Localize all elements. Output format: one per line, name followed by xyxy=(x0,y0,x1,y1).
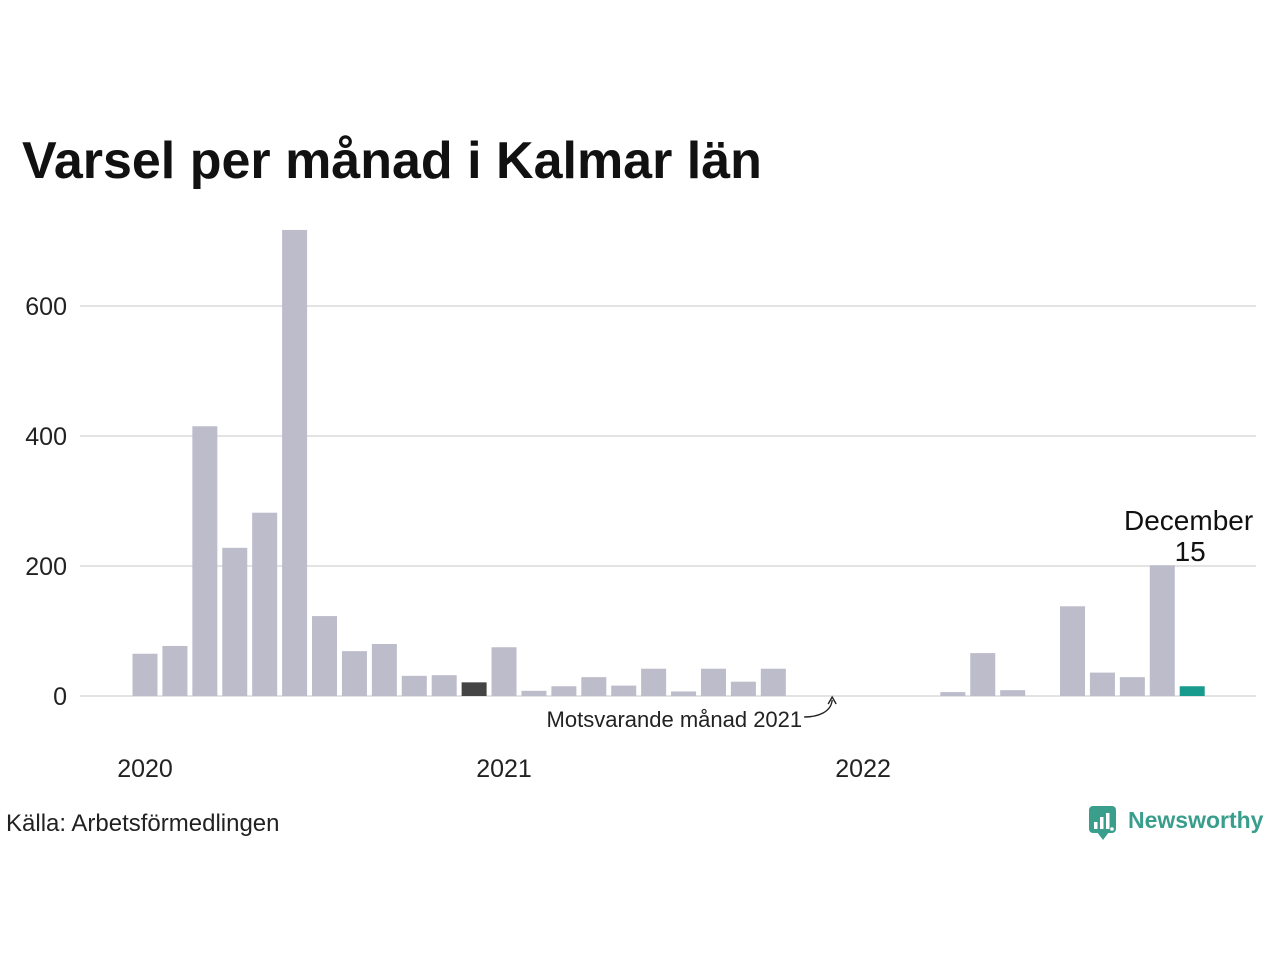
bar xyxy=(371,644,397,696)
logo-icon-tail xyxy=(1097,832,1109,840)
bar xyxy=(700,668,726,696)
bar xyxy=(970,653,996,696)
bar xyxy=(461,682,487,696)
annotation-label: December xyxy=(1124,505,1253,536)
x-tick-label: 2021 xyxy=(476,755,532,783)
annotation-note: Motsvarande månad 2021 xyxy=(547,707,803,732)
bar xyxy=(940,692,966,696)
chart-title: Varsel per månad i Kalmar län xyxy=(22,132,762,190)
bar xyxy=(611,685,637,696)
bar xyxy=(401,675,427,696)
bar xyxy=(1149,565,1175,696)
bar xyxy=(1179,686,1205,696)
bar xyxy=(312,616,338,696)
y-tick-label: 200 xyxy=(25,553,67,581)
bar xyxy=(581,677,607,696)
bar xyxy=(521,690,547,696)
bar xyxy=(431,675,457,696)
logo-icon-bar xyxy=(1094,822,1098,829)
annotation-value: 15 xyxy=(1175,536,1206,567)
bar xyxy=(641,668,667,696)
bar xyxy=(1060,606,1086,696)
bar xyxy=(222,547,248,696)
bar xyxy=(491,647,517,696)
bar xyxy=(1000,690,1026,696)
bar xyxy=(671,691,697,696)
bar xyxy=(1089,672,1115,696)
logo-icon-bar xyxy=(1100,817,1104,829)
bar xyxy=(192,426,218,696)
x-tick-label: 2020 xyxy=(117,755,173,783)
bar xyxy=(132,653,158,696)
bar xyxy=(341,651,367,696)
bars xyxy=(132,229,1205,696)
source-text: Källa: Arbetsförmedlingen xyxy=(6,810,280,837)
newsworthy-logo: Newsworthy xyxy=(1089,806,1264,840)
bar xyxy=(1119,677,1145,696)
bar xyxy=(551,686,577,696)
y-axis: 0 200 400 600 xyxy=(25,293,67,711)
logo-icon-bar xyxy=(1106,813,1110,829)
logo-name: Newsworthy xyxy=(1128,807,1264,833)
chart-speech-bubble-icon xyxy=(1089,806,1116,840)
x-axis: 2020 2021 2022 xyxy=(117,755,891,783)
bar xyxy=(252,512,278,696)
arrow-head xyxy=(827,695,837,705)
y-tick-label: 400 xyxy=(25,423,67,451)
logo-icon-dot xyxy=(1110,827,1114,831)
x-tick-label: 2022 xyxy=(835,755,891,783)
y-tick-label: 600 xyxy=(25,293,67,321)
bar xyxy=(730,681,756,696)
bar xyxy=(282,229,308,696)
y-tick-label: 0 xyxy=(53,683,67,711)
bar xyxy=(162,645,188,696)
annotation-arrow xyxy=(804,699,833,718)
bar xyxy=(760,668,786,696)
